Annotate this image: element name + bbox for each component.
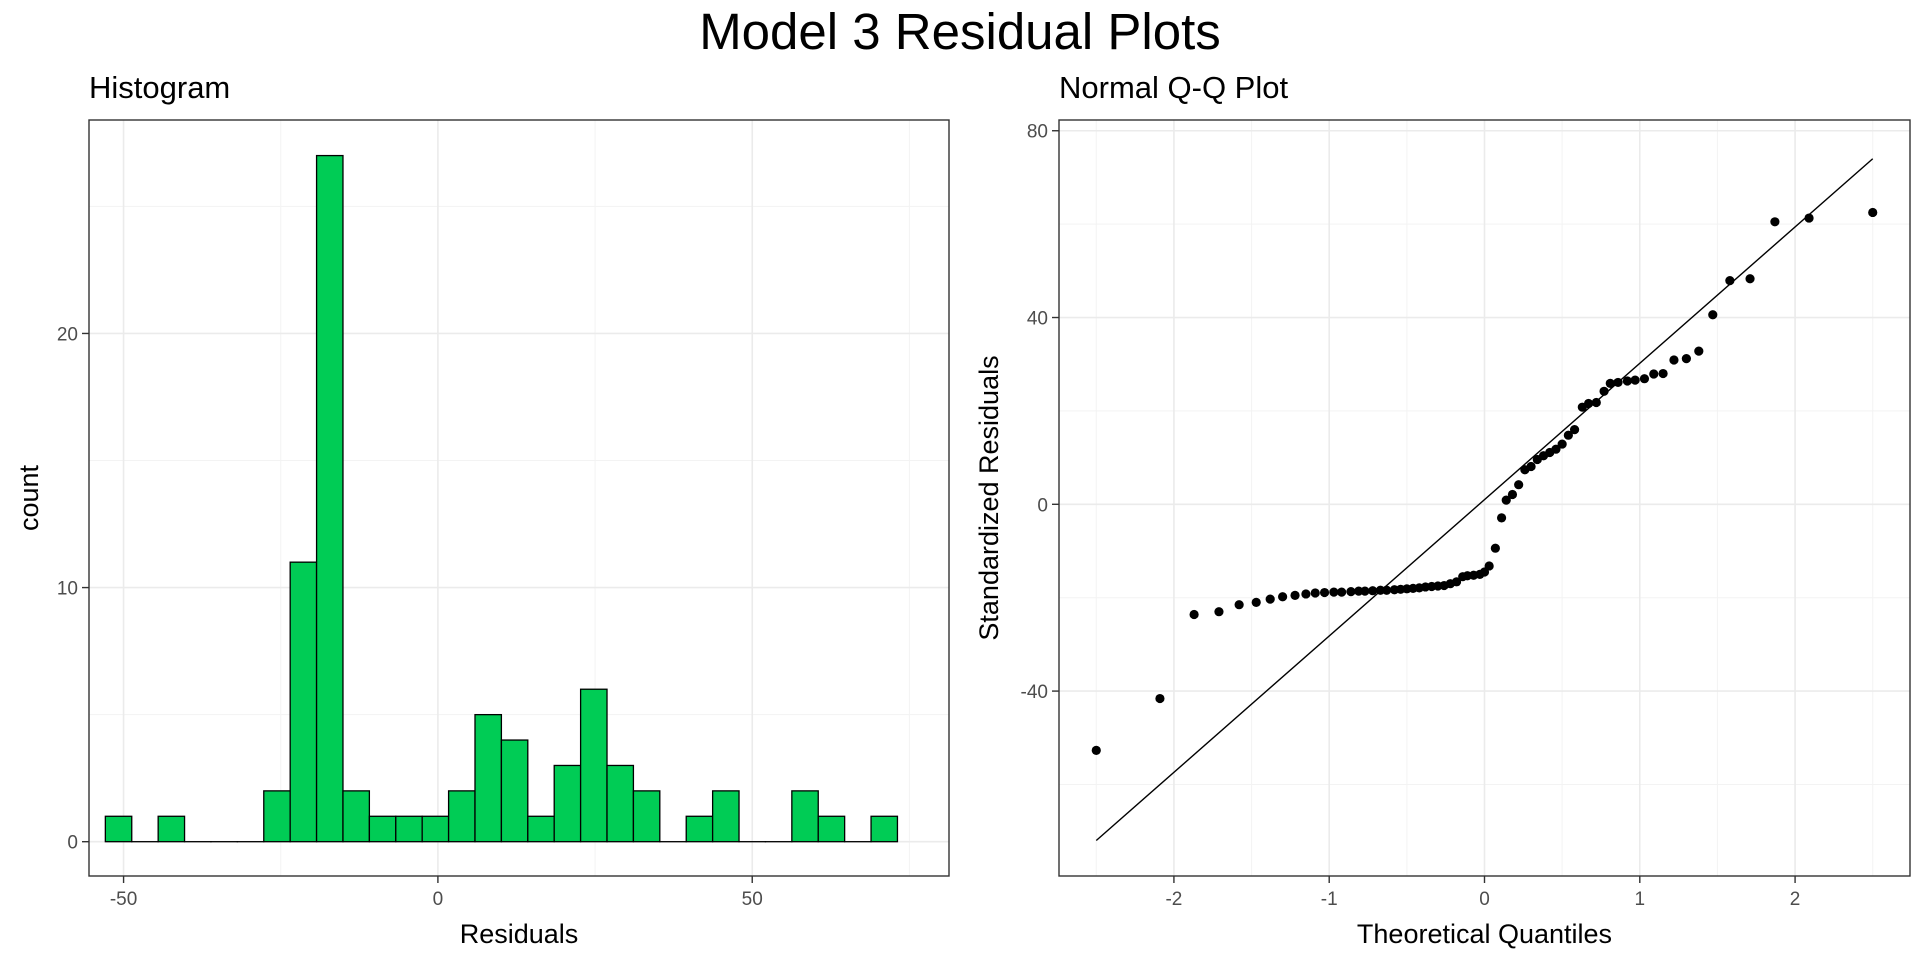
qq-point [1278,592,1288,602]
qq-point [1563,430,1573,440]
histogram-bar [157,815,186,843]
qq-point [1451,577,1462,587]
qq-x-axis-title: Theoretical Quantiles [1357,919,1612,949]
qq-x-tick-label: -2 [1165,889,1182,910]
histogram-bar [104,815,133,843]
qq-point [1155,693,1165,704]
qq-panel-border [1058,119,1911,877]
histogram-bar [395,815,423,843]
histogram-bar [579,688,608,843]
qq-point [1329,587,1339,597]
qq-point [1234,600,1244,610]
histogram-bar [685,815,714,843]
qq-point [1360,586,1370,596]
histogram-y-axis-title: count [14,464,44,531]
qq-point [1583,398,1594,409]
histogram-x-tick-label: -50 [110,889,137,910]
qq-point [1526,461,1536,472]
histogram-bar [527,815,555,843]
qq-point [1599,386,1609,396]
figure-title: Model 3 Residual Plots [699,3,1221,60]
histogram-bar [606,764,635,843]
qq-point [1658,368,1668,379]
qq-point [1319,587,1330,598]
qq-x-tick-label: -1 [1321,889,1338,910]
qq-point [1490,543,1500,553]
qq-point [1290,590,1300,600]
histogram-bar [500,739,529,843]
qq-y-tick-label: 80 [1027,122,1048,143]
qq-point [1630,375,1640,385]
qq-point [1484,561,1494,571]
qq-point [1745,274,1755,284]
histogram-bar [870,815,899,843]
qq-point [1368,586,1378,596]
qq-x-tick-label: 2 [1790,889,1801,910]
histogram-bar [474,713,503,843]
histogram-x-tick-label: 50 [742,889,763,910]
histogram-bar [711,790,740,843]
histogram-y-tick-label: 10 [57,579,78,600]
qq-point [1804,213,1814,223]
qq-title: Normal Q-Q Plot [1059,70,1288,105]
histogram-bar [421,815,450,843]
qq-point [1613,377,1623,388]
qq-point [1639,374,1650,384]
qq-y-tick-label: 40 [1027,309,1048,330]
qq-point [1189,609,1199,620]
qq-point [1337,587,1347,597]
qq-point [1310,588,1320,598]
qq-point [1501,495,1511,505]
qq-point [1382,585,1392,595]
histogram-bar [791,790,819,843]
qq-point [1265,594,1275,604]
qq-point [1569,424,1580,435]
histogram-title: Histogram [89,70,230,105]
histogram-bar [368,815,397,843]
qq-point [1214,607,1224,617]
qq-point [1770,217,1780,227]
histogram-bar [263,790,291,843]
qq-point [1557,439,1567,449]
qq-y-tick-label: 0 [1037,495,1048,516]
qq-point [1708,310,1718,320]
histogram-x-axis-title: Residuals [460,919,579,949]
qq-point [1649,369,1659,379]
histogram-bar [632,790,661,843]
histogram-bar [817,815,846,843]
histogram-bar [315,154,344,843]
qq-point [1301,589,1311,599]
qq-point [1551,444,1561,454]
qq-point [1091,745,1101,755]
histogram-bar [342,790,371,843]
histogram-bar [447,790,476,843]
qq-point [1725,276,1735,286]
qq-point [1591,397,1601,408]
qq-point [1251,597,1261,607]
qq-x-tick-label: 1 [1635,889,1646,910]
qq-point [1681,354,1691,364]
qq-point [1507,489,1518,500]
histogram-y-tick-label: 0 [67,833,78,854]
qq-point [1496,513,1507,523]
qq-point [1622,376,1632,386]
qq-point [1346,587,1356,597]
histogram-panel-border [88,119,950,877]
qq-y-axis-title: Standardized Residuals [974,355,1004,640]
qq-y-tick-label: -40 [1021,682,1048,703]
histogram-y-tick-label: 20 [57,324,78,345]
histogram-bar [553,764,582,843]
histogram-x-tick-label: 0 [433,889,444,910]
qq-reference-line [1095,158,1874,842]
qq-point [1514,480,1524,490]
qq-point [1605,378,1615,388]
qq-point [1669,355,1679,365]
qq-point [1694,346,1704,356]
qq-x-tick-label: 0 [1479,889,1490,910]
qq-point [1868,207,1878,218]
histogram-bar [289,561,318,843]
